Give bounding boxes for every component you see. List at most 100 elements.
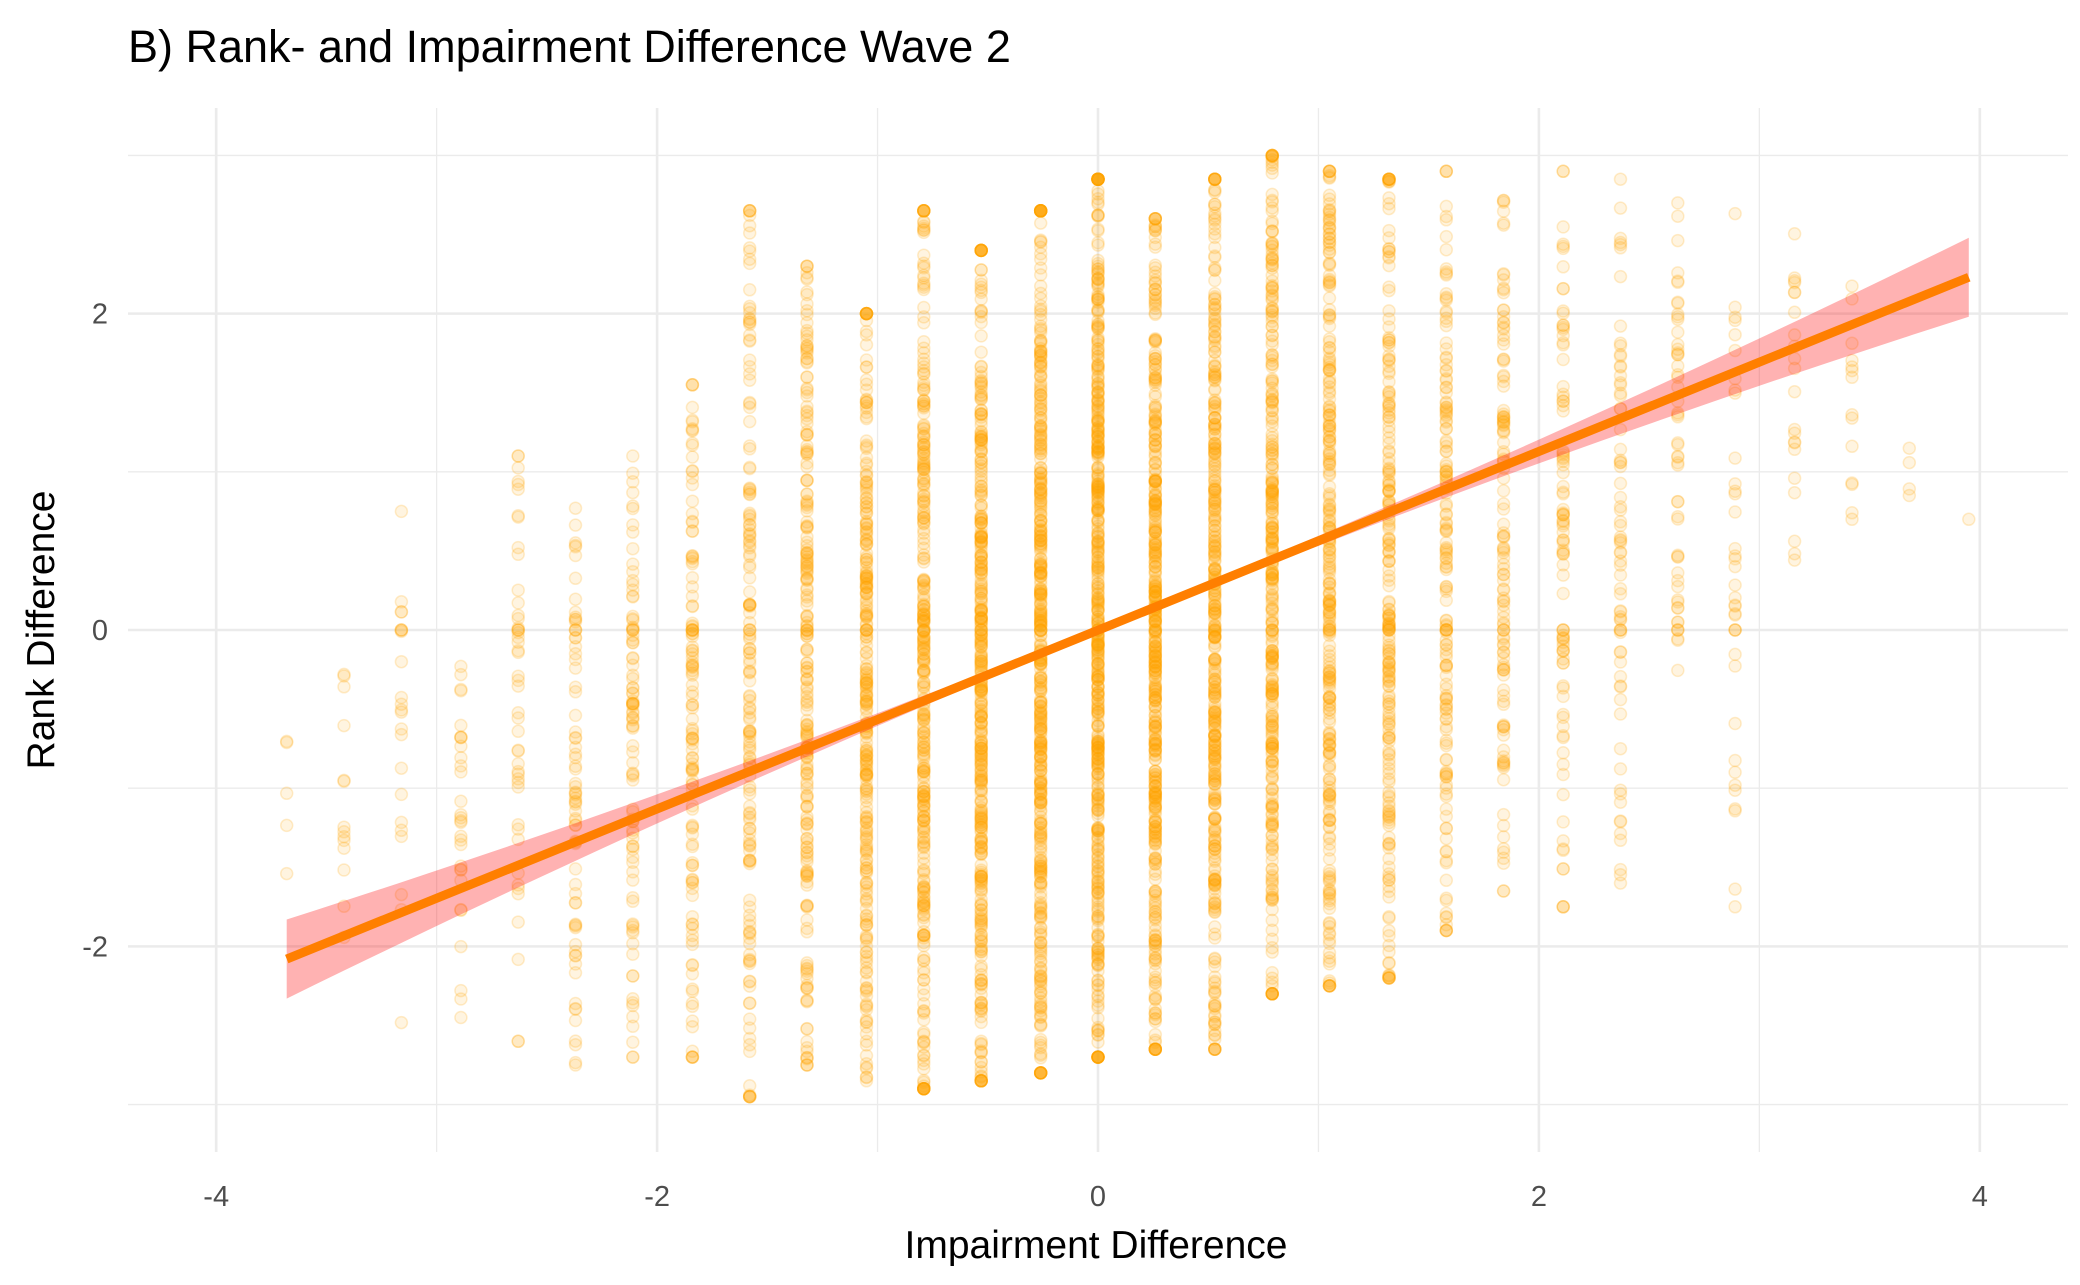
data-point (742, 1044, 757, 1059)
data-point (1208, 810, 1222, 824)
data-point (742, 218, 757, 233)
data-point (685, 958, 700, 973)
data-point (800, 1058, 814, 1072)
data-point (511, 915, 525, 929)
data-point (742, 812, 757, 827)
data-point (742, 315, 757, 330)
data-point (1322, 652, 1337, 667)
data-point (568, 966, 583, 980)
data-point (1439, 802, 1454, 816)
data-point (511, 744, 525, 758)
data-point (1265, 648, 1279, 663)
data-point (1671, 456, 1685, 470)
data-point (1148, 363, 1163, 377)
data-point (568, 548, 583, 563)
data-point (859, 360, 874, 374)
data-point (1208, 797, 1222, 811)
data-point (626, 773, 640, 787)
data-point (1556, 787, 1570, 802)
data-point (685, 647, 700, 661)
data-point (1322, 976, 1337, 990)
data-point (685, 763, 700, 777)
data-point (1322, 501, 1337, 516)
data-point (1439, 873, 1454, 888)
data-point (742, 724, 757, 738)
data-point (1613, 867, 1628, 882)
data-point (800, 695, 814, 710)
data-point (685, 733, 700, 747)
data-point (742, 924, 757, 939)
data-point (1208, 683, 1222, 697)
data-point (511, 508, 525, 523)
data-point (626, 658, 640, 673)
data-point (1613, 515, 1628, 529)
data-point (742, 688, 757, 703)
data-point (800, 840, 814, 855)
data-point (742, 952, 757, 967)
data-point (685, 958, 700, 972)
data-point (742, 256, 757, 271)
data-point (859, 566, 874, 580)
data-point (626, 1019, 640, 1034)
data-point (742, 702, 757, 716)
data-point (685, 839, 700, 854)
data-point (1033, 869, 1048, 884)
data-point (1265, 634, 1279, 649)
data-point (626, 704, 640, 719)
data-point (917, 341, 931, 355)
data-point (337, 774, 351, 789)
data-point (1148, 473, 1163, 487)
data-point (800, 383, 814, 397)
data-point (1265, 684, 1279, 699)
data-point (685, 827, 700, 842)
data-point (394, 605, 409, 619)
data-point (626, 696, 640, 711)
data-point (626, 865, 640, 879)
data-point (1322, 758, 1337, 772)
data-point (685, 933, 700, 948)
data-point (1382, 244, 1396, 259)
data-point (685, 721, 700, 736)
data-point (742, 693, 757, 708)
data-point (859, 893, 874, 908)
data-point (800, 619, 814, 634)
data-point (1033, 1032, 1048, 1047)
data-point (1439, 691, 1454, 706)
data-point (1439, 439, 1454, 454)
data-point (1382, 757, 1396, 771)
data-point (685, 937, 700, 952)
data-point (685, 524, 700, 538)
data-point (511, 611, 525, 626)
data-point (974, 292, 988, 306)
data-point (742, 979, 757, 993)
data-point (1613, 532, 1628, 547)
data-point (974, 345, 988, 359)
data-point (685, 623, 700, 638)
data-point (626, 621, 640, 636)
data-point (568, 804, 583, 818)
data-point (917, 925, 931, 939)
data-point (1556, 730, 1570, 745)
data-point (511, 482, 525, 496)
data-point (1091, 973, 1105, 987)
data-point (1556, 644, 1570, 658)
data-point (568, 811, 583, 826)
data-point (1265, 288, 1279, 302)
data-point (1613, 172, 1628, 186)
data-point (1033, 476, 1048, 490)
data-point (626, 842, 640, 857)
data-point (1496, 807, 1511, 822)
data-point (626, 894, 640, 909)
data-point (742, 996, 757, 1010)
data-point (742, 598, 757, 612)
data-point (1496, 315, 1511, 330)
data-point (511, 510, 525, 524)
data-point (626, 947, 640, 961)
data-point (742, 705, 757, 720)
data-point (1265, 487, 1279, 502)
data-point (1322, 353, 1337, 367)
data-point (279, 786, 294, 801)
data-point (917, 898, 931, 913)
data-point (685, 837, 700, 852)
data-point (1496, 543, 1511, 558)
